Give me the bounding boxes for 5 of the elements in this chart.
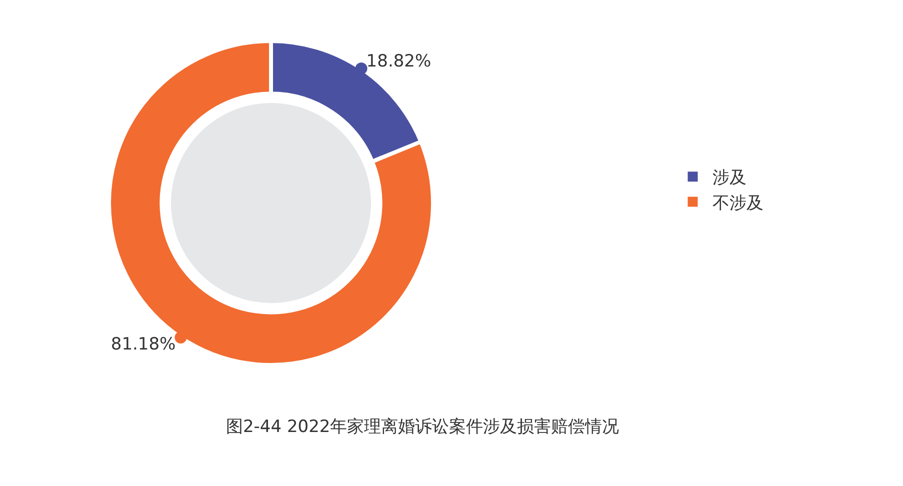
legend-label: 涉及 [712, 168, 747, 188]
data-label: 81.18% [110, 334, 176, 354]
legend-label: 不涉及 [712, 193, 764, 214]
text: 图2-44 2022年家理离婚诉讼案件涉及损害赔偿情况 [226, 417, 620, 438]
data-label: 18.82% [366, 52, 432, 72]
